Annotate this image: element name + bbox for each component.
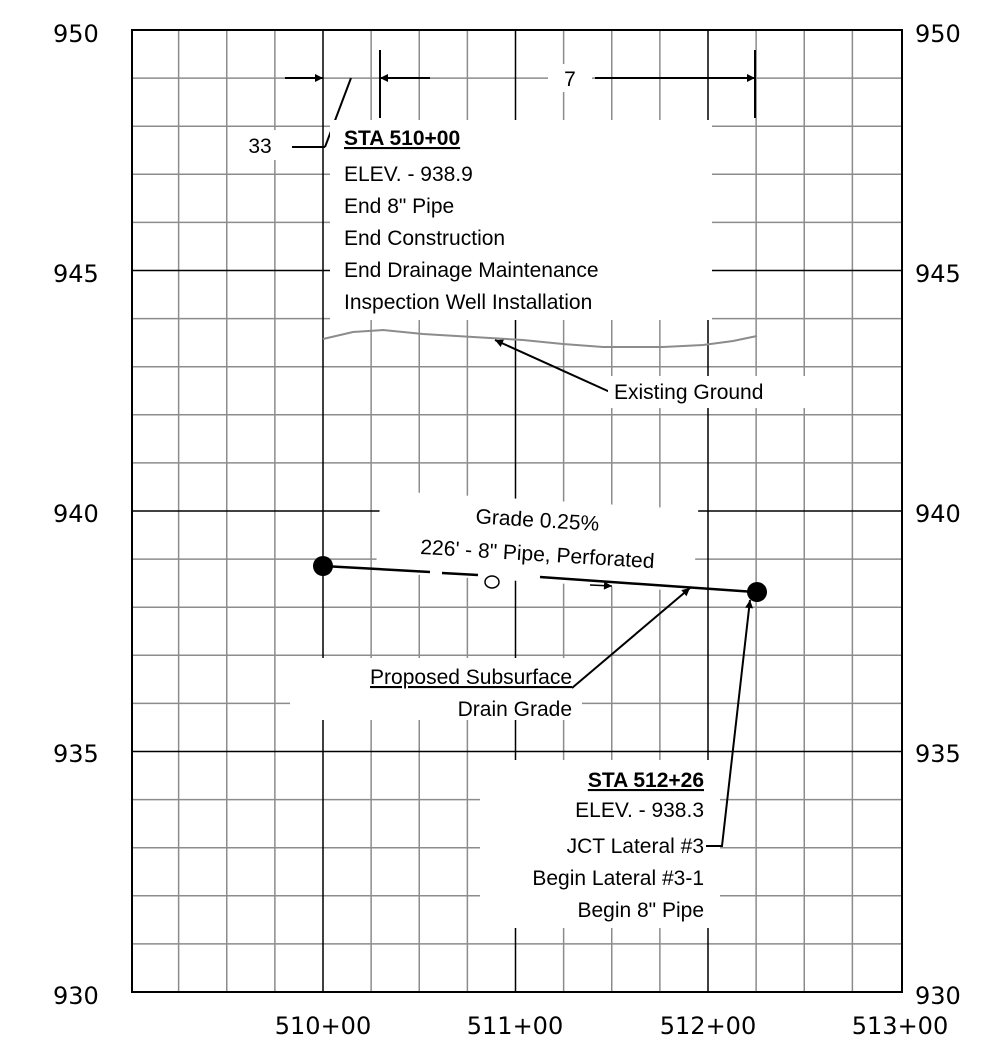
dimension-arrows [285,50,756,148]
flow-direction-arrow [589,581,613,590]
sta-end-line-1: ELEV. - 938.3 [575,799,704,822]
dimension-left-label: 33 [248,135,271,158]
sta-start-line-2: End 8" Pipe [344,195,454,218]
sta-start-block: STA 510+00 ELEV. - 938.9 End 8" Pipe End… [344,127,599,314]
x-tick-511: 511+00 [467,1012,563,1040]
proposed-drain-line [322,564,756,594]
sta-end-block: STA 512+26 ELEV. - 938.3 JCT Lateral #3 … [532,769,704,922]
y-tick-right-945: 945 [915,260,961,288]
start-point-marker [313,556,333,576]
end-point-marker [747,582,767,602]
x-tick-510: 510+00 [275,1012,371,1040]
y-tick-left-950: 950 [53,20,99,48]
sta-start-line-1: ELEV. - 938.9 [344,163,473,186]
proposed-label-leader [571,587,691,689]
sta-end-title: STA 512+26 [588,769,704,792]
dimension-right-label: 7 [564,68,576,91]
x-tick-512: 512+00 [660,1012,756,1040]
sta-end-line-4: Begin 8" Pipe [577,899,704,922]
sta-start-line-4: End Drainage Maintenance [344,259,599,282]
existing-ground-label: Existing Ground [614,381,763,404]
y-tick-left-945: 945 [53,260,99,288]
sta-start-line-3: End Construction [344,227,505,250]
sta-start-title: STA 510+00 [344,127,460,150]
y-tick-right-950: 950 [915,20,961,48]
sta-start-line-5: Inspection Well Installation [344,291,592,314]
existing-ground-line [322,328,758,348]
existing-ground-leader [494,339,611,393]
x-tick-513: 513+00 [852,1012,948,1040]
sta-end-line-2: JCT Lateral #3 [567,835,704,858]
plot-frame [131,29,903,993]
y-tick-left-940: 940 [53,500,99,528]
sta-end-leader [706,599,754,847]
y-tick-right-935: 935 [915,740,961,768]
flow-circle-icon [484,575,500,589]
y-tick-left-930: 930 [53,982,99,1010]
sta-end-line-3: Begin Lateral #3-1 [532,867,704,890]
y-tick-left-935: 935 [53,740,99,768]
proposed-label-line-1: Proposed Subsurface [370,666,572,689]
proposed-label-line-2: Drain Grade [458,698,572,721]
y-tick-right-930: 930 [915,982,961,1010]
y-tick-right-940: 940 [915,500,961,528]
